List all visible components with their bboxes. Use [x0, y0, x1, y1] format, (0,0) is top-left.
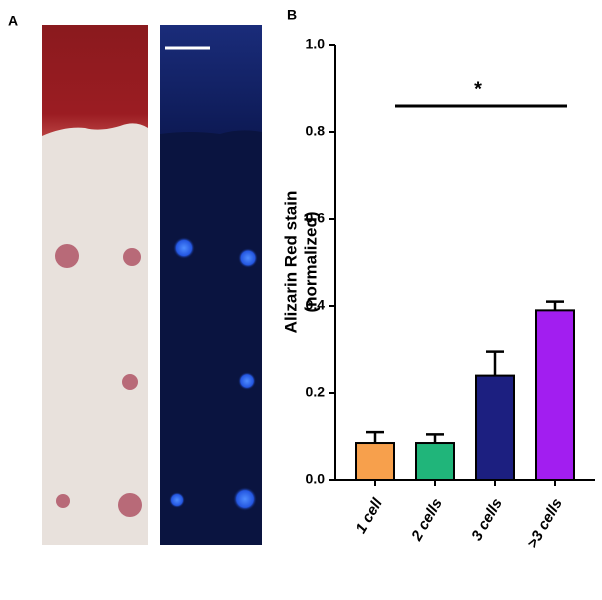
- bar: [355, 442, 395, 481]
- fluorescence-image: [160, 25, 262, 545]
- y-tick-label: 0.8: [306, 123, 326, 139]
- x-tick-label: 2 cells: [408, 495, 446, 544]
- error-bar: [486, 350, 504, 376]
- stain-image: [42, 25, 148, 545]
- panel-label: B: [287, 7, 297, 23]
- error-bar: [546, 300, 564, 311]
- y-axis-label: (normalized): [301, 211, 320, 312]
- annotation: *: [474, 78, 482, 100]
- y-tick-label: 0.0: [306, 471, 326, 487]
- bar: [475, 374, 515, 482]
- x-tick-label: 1 cell: [352, 495, 386, 537]
- error-bar: [366, 430, 384, 444]
- bar: [415, 442, 455, 481]
- panel-label: A: [8, 13, 18, 29]
- x-tick-label: 3 cells: [468, 495, 506, 543]
- y-tick-label: 0.2: [306, 384, 326, 400]
- y-tick-label: 0.4: [306, 297, 326, 313]
- bar: [535, 309, 575, 481]
- y-tick-label: 0.6: [306, 210, 326, 226]
- x-tick-label: >3 cells: [524, 495, 566, 551]
- error-bar: [426, 433, 444, 444]
- y-tick-label: 1.0: [306, 36, 326, 52]
- y-axis-label: Alizarin Red stain: [281, 191, 300, 334]
